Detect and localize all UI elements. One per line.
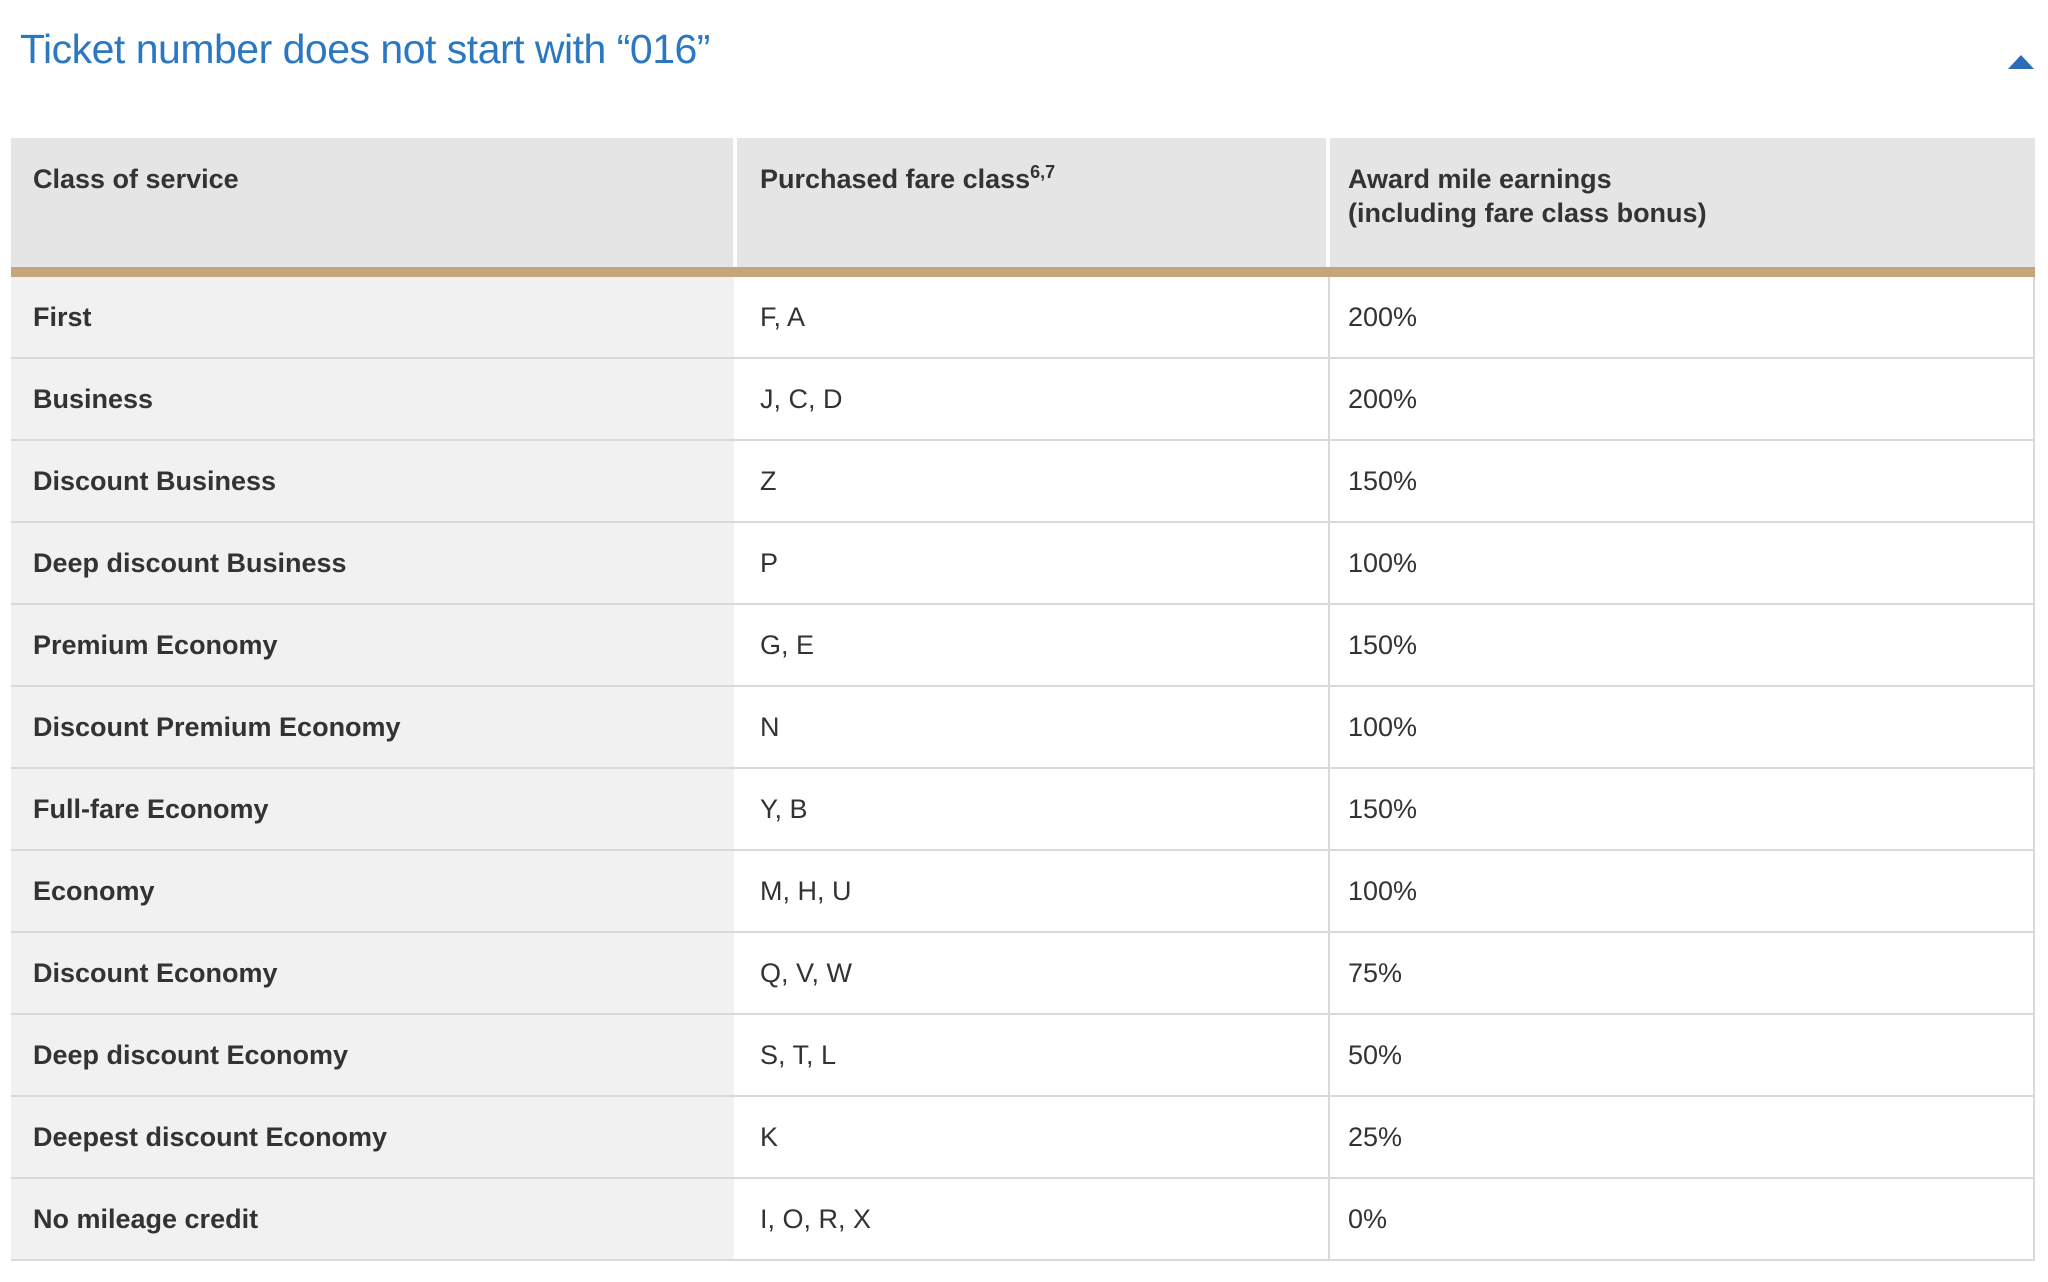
table-row: First F, A 200% xyxy=(11,277,2035,359)
fare-class-cell: K xyxy=(737,1097,1330,1177)
class-of-service-cell: First xyxy=(11,277,737,357)
earnings-cell: 0% xyxy=(1348,1203,1388,1234)
fare-class-cell: M, H, U xyxy=(737,851,1330,931)
table-row: Economy M, H, U 100% xyxy=(11,851,2035,933)
class-of-service-cell: Deep discount Economy xyxy=(11,1015,737,1095)
table-body: First F, A 200% Business J, C, D 200% Di… xyxy=(11,277,2035,1261)
class-of-service-cell: Discount Premium Economy xyxy=(11,687,737,767)
fare-class-cell: F, A xyxy=(737,277,1330,357)
header-label: Class of service xyxy=(33,164,239,194)
fare-class-cell: Q, V, W xyxy=(737,933,1330,1013)
earnings-cell: 150% xyxy=(1348,465,1418,496)
earnings-cell: 100% xyxy=(1348,547,1418,578)
footnote-superscript: 6,7 xyxy=(1030,162,1056,182)
class-of-service-cell: Discount Economy xyxy=(11,933,737,1013)
fare-class-cell: Z xyxy=(737,441,1330,521)
earnings-cell: 100% xyxy=(1348,711,1418,742)
fare-class-cell: J, C, D xyxy=(737,359,1330,439)
accordion-header[interactable]: Ticket number does not start with “016” xyxy=(0,0,2048,74)
section-title[interactable]: Ticket number does not start with “016” xyxy=(20,26,710,72)
earnings-cell: 200% xyxy=(1348,383,1418,414)
header-purchased-fare-class: Purchased fare class6,7 xyxy=(737,138,1330,267)
fare-earnings-table: Class of service Purchased fare class6,7… xyxy=(11,138,2035,1261)
table-row: Deepest discount Economy K 25% xyxy=(11,1097,2035,1179)
table-header-row: Class of service Purchased fare class6,7… xyxy=(11,138,2035,277)
fare-class-cell: S, T, L xyxy=(737,1015,1330,1095)
header-award-mile-earnings: Award mile earnings (including fare clas… xyxy=(1330,138,2035,267)
class-of-service-cell: No mileage credit xyxy=(11,1179,737,1259)
table-row: Deep discount Business P 100% xyxy=(11,523,2035,605)
class-of-service-cell: Deepest discount Economy xyxy=(11,1097,737,1177)
fare-class-cell: I, O, R, X xyxy=(737,1179,1330,1259)
header-label-line2: (including fare class bonus) xyxy=(1348,198,1707,228)
table-row: No mileage credit I, O, R, X 0% xyxy=(11,1179,2035,1261)
earnings-cell: 100% xyxy=(1348,875,1418,906)
table-row: Business J, C, D 200% xyxy=(11,359,2035,441)
class-of-service-cell: Business xyxy=(11,359,737,439)
table-row: Premium Economy G, E 150% xyxy=(11,605,2035,687)
table-row: Discount Economy Q, V, W 75% xyxy=(11,933,2035,1015)
chevron-up-icon[interactable] xyxy=(2008,55,2034,69)
earnings-cell: 150% xyxy=(1348,793,1418,824)
earnings-cell: 75% xyxy=(1348,957,1403,988)
header-label: Purchased fare class xyxy=(760,164,1031,194)
class-of-service-cell: Full-fare Economy xyxy=(11,769,737,849)
earnings-cell: 150% xyxy=(1348,629,1418,660)
class-of-service-cell: Discount Business xyxy=(11,441,737,521)
table-row: Deep discount Economy S, T, L 50% xyxy=(11,1015,2035,1097)
table-row: Discount Business Z 150% xyxy=(11,441,2035,523)
earnings-cell: 50% xyxy=(1348,1039,1403,1070)
class-of-service-cell: Economy xyxy=(11,851,737,931)
fare-class-cell: G, E xyxy=(737,605,1330,685)
table-row: Discount Premium Economy N 100% xyxy=(11,687,2035,769)
earnings-cell: 200% xyxy=(1348,301,1418,332)
class-of-service-cell: Deep discount Business xyxy=(11,523,737,603)
earnings-cell: 25% xyxy=(1348,1121,1403,1152)
header-class-of-service: Class of service xyxy=(11,138,737,267)
fare-class-cell: P xyxy=(737,523,1330,603)
table-row: Full-fare Economy Y, B 150% xyxy=(11,769,2035,851)
fare-class-cell: N xyxy=(737,687,1330,767)
class-of-service-cell: Premium Economy xyxy=(11,605,737,685)
fare-class-cell: Y, B xyxy=(737,769,1330,849)
header-label-line1: Award mile earnings xyxy=(1348,164,1612,194)
